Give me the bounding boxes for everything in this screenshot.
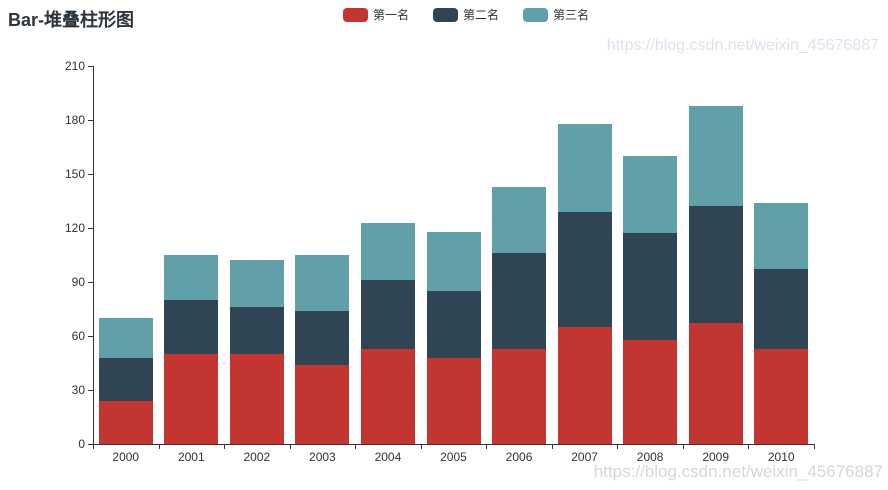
legend-item-label: 第三名	[553, 8, 590, 22]
x-axis-tick	[224, 444, 226, 449]
bar-segment-2009-第三名[interactable]	[688, 105, 743, 207]
bar-segment-2004-第三名[interactable]	[360, 222, 415, 281]
bar-segment-2008-第二名[interactable]	[623, 233, 678, 340]
legend-item-label: 第二名	[463, 8, 500, 22]
x-axis-label: 2010	[767, 450, 795, 464]
bar-segment-2006-第二名[interactable]	[492, 253, 547, 349]
bar-segment-2007-第三名[interactable]	[557, 123, 612, 212]
y-axis-tick	[88, 336, 93, 337]
bar-segment-2000-第二名[interactable]	[98, 357, 153, 401]
x-axis-label: 2005	[440, 450, 467, 464]
x-axis-label: 2008	[636, 450, 664, 464]
y-axis-tick	[88, 228, 93, 229]
bar-segment-2000-第三名[interactable]	[98, 318, 153, 358]
bar-segment-2001-第二名[interactable]	[164, 300, 219, 354]
y-axis-label: 0	[78, 437, 85, 451]
x-axis-label: 2004	[374, 450, 402, 464]
bar-segment-2009-第二名[interactable]	[688, 206, 743, 324]
bar-segment-2001-第三名[interactable]	[164, 255, 219, 300]
bar-segment-2008-第一名[interactable]	[623, 339, 678, 444]
x-axis-tick	[158, 444, 160, 449]
x-axis-label: 2000	[112, 450, 140, 464]
y-axis-label: 120	[64, 221, 85, 235]
x-axis-tick	[748, 444, 750, 449]
watermark-top: https://blog.csdn.net/weixin_45676887	[606, 37, 879, 54]
watermark-bottom: https://blog.csdn.net/weixin_45676887	[593, 462, 883, 481]
bar-segment-2001-第一名[interactable]	[164, 354, 219, 444]
legend-item-第三名[interactable]: 第三名	[523, 8, 589, 22]
bar-segment-2005-第三名[interactable]	[426, 231, 481, 291]
bar-segment-2010-第三名[interactable]	[754, 202, 809, 270]
bar-segment-2006-第三名[interactable]	[492, 186, 547, 254]
y-axis-tick	[88, 174, 93, 175]
bar-segment-2007-第一名[interactable]	[557, 327, 612, 444]
x-axis-tick	[355, 444, 357, 449]
bar-segment-2002-第三名[interactable]	[229, 260, 284, 308]
bar-segment-2000-第一名[interactable]	[98, 400, 153, 444]
x-axis-tick	[814, 444, 815, 449]
y-axis-tick	[88, 444, 93, 445]
bar-segment-2010-第一名[interactable]	[754, 348, 809, 444]
y-axis-label: 30	[71, 383, 85, 397]
y-axis-label: 90	[71, 275, 85, 289]
bar-segment-2004-第一名[interactable]	[360, 348, 415, 444]
x-axis-tick	[289, 444, 291, 449]
bar-segment-2005-第二名[interactable]	[426, 291, 481, 358]
y-axis-tick	[88, 390, 93, 391]
x-axis-tick	[551, 444, 553, 449]
y-axis-tick	[88, 66, 93, 67]
legend-swatch-icon	[433, 8, 459, 22]
legend-item-第一名[interactable]: 第一名	[343, 8, 409, 22]
x-axis-line	[93, 444, 815, 445]
bar-segment-2008-第三名[interactable]	[623, 156, 678, 234]
bar-segment-2009-第一名[interactable]	[688, 323, 743, 444]
x-axis-label: 2001	[177, 450, 205, 464]
x-axis-label: 2009	[702, 450, 730, 464]
bar-segment-2004-第二名[interactable]	[360, 280, 415, 349]
legend-item-label: 第一名	[373, 8, 410, 22]
y-axis-label: 210	[64, 59, 85, 73]
y-axis-label: 180	[64, 113, 85, 127]
x-axis-tick	[617, 444, 619, 449]
x-axis-tick	[486, 444, 488, 449]
bar-segment-2002-第二名[interactable]	[229, 307, 284, 354]
legend-swatch-icon	[523, 8, 549, 22]
y-axis-line	[93, 66, 94, 444]
chart-title: Bar-堆叠柱形图	[8, 10, 135, 30]
bar-segment-2002-第一名[interactable]	[229, 354, 284, 444]
x-axis-label: 2003	[309, 450, 336, 464]
bar-segment-2003-第三名[interactable]	[295, 255, 350, 311]
bar-segment-2003-第一名[interactable]	[295, 364, 350, 444]
legend: 第一名 第二名 第三名	[343, 8, 613, 22]
legend-swatch-icon	[343, 8, 368, 22]
bar-segment-2007-第二名[interactable]	[557, 211, 612, 327]
x-axis-label: 2007	[571, 450, 598, 464]
y-axis-label: 60	[71, 329, 85, 343]
bar-segment-2003-第二名[interactable]	[295, 310, 350, 365]
x-axis-tick	[682, 444, 684, 449]
y-axis-tick	[88, 282, 93, 283]
y-axis-tick	[88, 120, 93, 121]
x-axis-tick	[93, 444, 94, 449]
legend-item-第二名[interactable]: 第二名	[433, 8, 499, 22]
bar-segment-2010-第二名[interactable]	[754, 269, 809, 349]
bar-segment-2005-第一名[interactable]	[426, 357, 481, 444]
x-axis-tick	[420, 444, 422, 449]
y-axis-label: 150	[64, 167, 85, 181]
x-axis-label: 2002	[243, 450, 271, 464]
x-axis-label: 2006	[505, 450, 533, 464]
bar-segment-2006-第一名[interactable]	[492, 348, 547, 444]
